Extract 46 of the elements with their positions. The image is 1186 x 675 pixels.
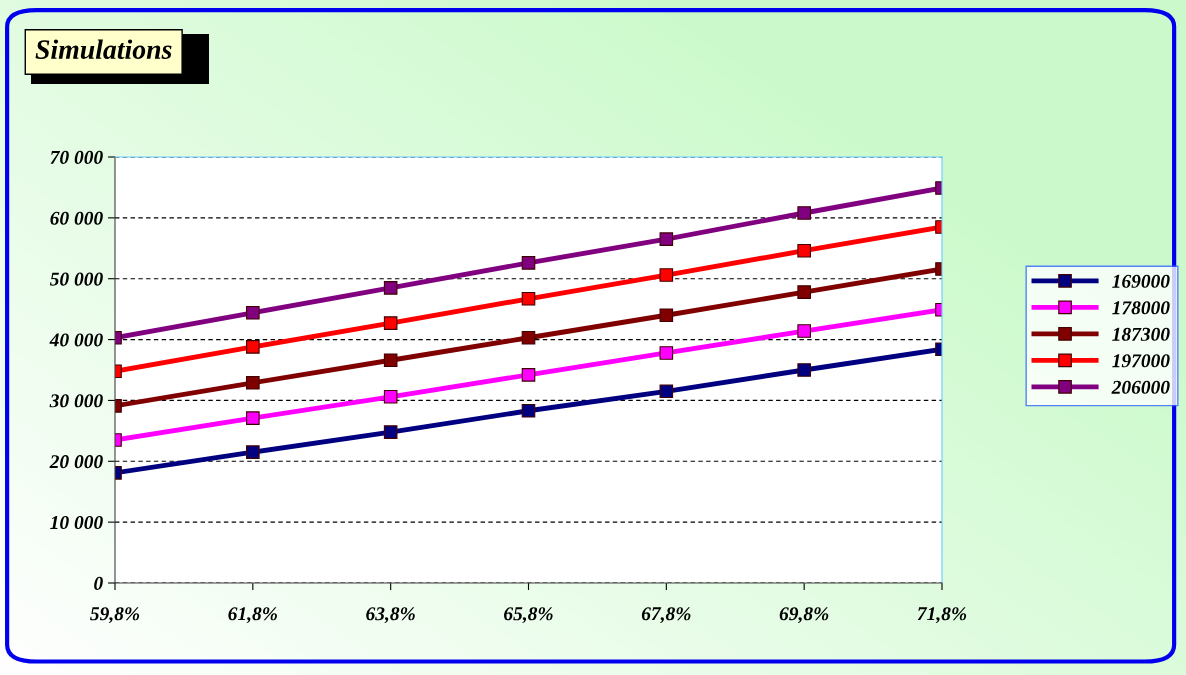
legend-label: 206000 bbox=[1111, 380, 1170, 394]
point bbox=[383, 281, 398, 295]
point bbox=[521, 368, 536, 382]
point bbox=[246, 445, 260, 459]
x-tick-label: 61,8% bbox=[228, 607, 277, 624]
y-tick-label: 50 000 bbox=[49, 272, 103, 286]
point bbox=[659, 232, 674, 246]
point bbox=[521, 330, 536, 345]
point bbox=[659, 384, 674, 399]
point bbox=[521, 256, 536, 270]
point bbox=[521, 403, 536, 418]
point bbox=[246, 411, 260, 425]
legend-label: 169000 bbox=[1112, 274, 1170, 288]
point bbox=[521, 291, 536, 306]
point bbox=[383, 316, 398, 330]
legend-label: 178000 bbox=[1112, 301, 1170, 315]
point bbox=[797, 285, 811, 299]
y-tick-label: 10 000 bbox=[50, 515, 103, 530]
point bbox=[383, 389, 398, 404]
y-tick-label: 20 000 bbox=[49, 455, 103, 469]
point bbox=[246, 340, 260, 354]
point bbox=[797, 243, 811, 258]
y-tick-label: 0 bbox=[94, 576, 103, 590]
point bbox=[797, 363, 811, 377]
x-tick-label: 69,8% bbox=[779, 607, 829, 624]
x-tick-label: 59,8% bbox=[90, 607, 140, 624]
point bbox=[246, 305, 260, 320]
point bbox=[383, 425, 398, 439]
point bbox=[383, 353, 398, 368]
x-tick-label: 71,8% bbox=[917, 607, 967, 624]
y-tick-label: 40 000 bbox=[49, 333, 103, 347]
point bbox=[659, 308, 674, 323]
x-tick-label: 65,8% bbox=[504, 607, 553, 624]
y-tick-label: 70 000 bbox=[50, 150, 103, 164]
point bbox=[797, 324, 811, 338]
y-tick-label: 60 000 bbox=[50, 211, 103, 225]
chart-title: Simulations bbox=[35, 39, 172, 60]
point bbox=[797, 206, 811, 220]
x-tick-label: 67,8% bbox=[641, 607, 691, 624]
point bbox=[659, 346, 674, 360]
y-tick-label: 30 000 bbox=[49, 394, 103, 408]
x-tick-label: 63,8% bbox=[366, 607, 415, 624]
point bbox=[246, 375, 260, 390]
legend-label: 187300 bbox=[1112, 327, 1170, 341]
point bbox=[659, 268, 674, 282]
legend-label: 197000 bbox=[1112, 354, 1170, 368]
